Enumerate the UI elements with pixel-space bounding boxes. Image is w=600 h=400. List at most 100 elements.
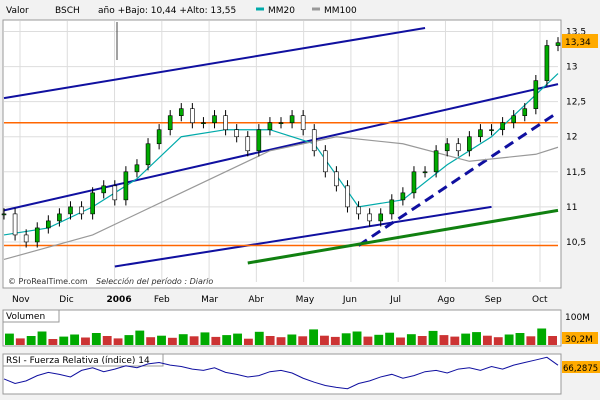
trend-line-canal-inferior xyxy=(114,205,492,268)
candle xyxy=(422,171,428,174)
candle xyxy=(112,185,118,201)
candle xyxy=(223,115,228,131)
y-tick-label: 12,5 xyxy=(566,98,586,108)
volume-bar xyxy=(265,336,275,345)
volume-bar xyxy=(439,335,449,345)
volume-bar xyxy=(417,336,427,345)
rsi-last: 66,2875 xyxy=(563,364,598,374)
candle xyxy=(367,213,372,222)
volume-tick-100m: 100M xyxy=(565,313,590,323)
candle xyxy=(555,42,561,46)
x-tick-label: Abr xyxy=(248,295,264,305)
volume-bar xyxy=(515,333,525,345)
volume-bar xyxy=(276,337,286,345)
candle xyxy=(467,136,472,152)
candle xyxy=(23,234,29,243)
candle xyxy=(378,213,384,222)
last-price: 13,34 xyxy=(565,38,591,48)
volume-bar xyxy=(135,330,145,345)
volume-bar xyxy=(146,337,156,345)
candle xyxy=(123,171,129,201)
candle xyxy=(500,122,505,131)
volume-bar xyxy=(309,329,319,345)
price-grid xyxy=(4,21,558,282)
volume-bar xyxy=(59,336,69,345)
series-mm100 xyxy=(3,136,559,261)
volume-bar xyxy=(26,336,36,345)
volume-bar xyxy=(374,334,384,345)
volume-bar xyxy=(189,336,199,345)
candle xyxy=(323,150,328,173)
candle xyxy=(256,129,262,152)
x-tick-label: Mar xyxy=(201,295,218,305)
candle xyxy=(511,115,516,124)
volume-bar xyxy=(526,336,536,345)
candle xyxy=(167,115,173,131)
x-tick-label: Feb xyxy=(154,295,170,305)
volume-bar xyxy=(233,333,242,345)
candle xyxy=(489,129,494,132)
period-text: Selección del período : Diario xyxy=(96,276,213,286)
volume-bar xyxy=(298,336,308,345)
volume-bar xyxy=(5,333,14,345)
volume-title-box xyxy=(2,309,60,323)
volume-bar xyxy=(113,338,123,345)
volume-bar xyxy=(157,335,166,345)
last-price-box xyxy=(562,34,598,48)
y-tick-label: 10,5 xyxy=(566,238,586,248)
volume-bar xyxy=(287,334,297,345)
candle xyxy=(389,199,395,215)
candle xyxy=(278,122,284,125)
label-valor: Valor xyxy=(6,6,29,16)
moving-averages xyxy=(3,73,559,261)
volume-bar xyxy=(254,331,264,345)
x-tick-label: May xyxy=(296,295,315,305)
candle xyxy=(411,171,417,194)
candle xyxy=(234,129,239,138)
volume-bar xyxy=(363,336,373,345)
volume-bar xyxy=(406,334,416,345)
candle xyxy=(134,164,140,173)
candle xyxy=(178,108,184,116)
volume-bar xyxy=(178,334,188,345)
x-tick-label: Dic xyxy=(59,295,73,305)
x-tick-label: Jun xyxy=(342,295,357,305)
candle xyxy=(533,80,539,109)
volume-bar xyxy=(504,334,514,345)
ticker-label: BSCH xyxy=(55,6,80,16)
x-tick-label: Nov xyxy=(12,295,30,305)
volume-bar xyxy=(70,334,80,345)
y-tick-label: 12 xyxy=(566,133,577,143)
candle xyxy=(90,192,95,215)
candle xyxy=(289,115,295,124)
volume-bar xyxy=(341,333,351,345)
candle xyxy=(79,206,84,215)
volume-bar xyxy=(200,332,210,345)
candle xyxy=(345,185,350,208)
volume-bar xyxy=(222,335,232,345)
candle xyxy=(201,122,206,125)
candle xyxy=(34,227,40,243)
trend-line-canal-superior xyxy=(3,27,426,100)
candle xyxy=(190,108,195,124)
candle xyxy=(267,122,273,131)
candle xyxy=(433,150,439,173)
price-candles xyxy=(1,37,561,248)
volume-bar xyxy=(15,338,25,345)
volume-bar xyxy=(537,328,547,345)
volume-bar xyxy=(91,333,101,345)
candle xyxy=(356,206,361,215)
rsi-line xyxy=(3,356,559,390)
x-tick-label: 2006 xyxy=(107,295,132,305)
candle xyxy=(245,136,251,152)
volume-title: Volumen xyxy=(6,312,45,322)
candle xyxy=(57,213,62,222)
rsi-last-box xyxy=(562,361,600,373)
volume-bar xyxy=(352,331,362,345)
range-text: año +Bajo: 10,44 +Alto: 13,55 xyxy=(98,6,236,16)
x-tick-label: Oct xyxy=(532,295,548,305)
volume-bar xyxy=(167,337,177,345)
candle xyxy=(68,206,73,215)
candle xyxy=(544,45,550,81)
